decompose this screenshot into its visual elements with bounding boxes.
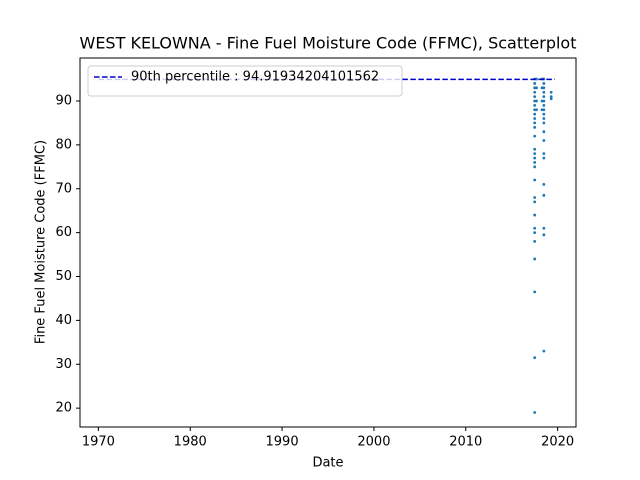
point xyxy=(542,139,546,142)
point xyxy=(542,130,546,134)
point xyxy=(542,182,546,186)
point xyxy=(542,117,546,120)
point xyxy=(533,165,537,169)
point xyxy=(533,290,537,294)
point xyxy=(549,90,553,94)
point xyxy=(549,97,553,101)
point xyxy=(533,147,537,151)
point xyxy=(542,108,546,112)
point xyxy=(542,121,546,125)
point xyxy=(542,193,546,197)
point xyxy=(533,95,537,99)
point xyxy=(535,108,538,112)
x-axis-label: Date xyxy=(312,456,343,471)
point xyxy=(542,226,546,230)
point xyxy=(533,112,537,116)
point xyxy=(533,125,537,129)
point xyxy=(535,99,538,103)
legend-box xyxy=(87,65,403,97)
x-tick-label: 1980 xyxy=(174,435,207,450)
point xyxy=(542,233,546,237)
point xyxy=(533,231,537,235)
point xyxy=(533,156,537,160)
point xyxy=(533,134,537,138)
point xyxy=(542,349,546,353)
y-tick-label: 20 xyxy=(55,401,72,416)
chart-title: WEST KELOWNA - Fine Fuel Moisture Code (… xyxy=(80,34,577,53)
x-tick-label: 2010 xyxy=(449,435,482,450)
point xyxy=(542,82,546,85)
point xyxy=(549,95,553,99)
point xyxy=(533,226,537,230)
point xyxy=(533,196,537,199)
point xyxy=(542,90,546,94)
point xyxy=(533,152,537,156)
point xyxy=(533,200,537,204)
point xyxy=(533,103,537,107)
y-tick-label: 60 xyxy=(55,225,72,240)
point xyxy=(542,112,546,116)
legend-label: 90th percentile : 94.91934204101562 xyxy=(131,70,379,85)
point xyxy=(542,86,546,90)
point xyxy=(533,411,537,414)
point xyxy=(533,356,537,360)
point xyxy=(533,90,537,94)
point xyxy=(533,240,537,243)
y-tick-label: 40 xyxy=(55,313,72,328)
y-tick-label: 50 xyxy=(55,269,72,284)
y-tick-label: 70 xyxy=(55,181,72,196)
point xyxy=(533,178,537,182)
x-tick-label: 1970 xyxy=(82,435,115,450)
point xyxy=(533,121,537,125)
point xyxy=(533,213,537,217)
point xyxy=(542,156,546,160)
point xyxy=(533,82,537,85)
y-tick-label: 30 xyxy=(55,357,72,372)
y-tick-label: 90 xyxy=(55,93,72,108)
point xyxy=(535,86,538,90)
point xyxy=(533,161,537,164)
x-tick-label: 1990 xyxy=(266,435,299,450)
point xyxy=(533,117,537,120)
y-tick-label: 80 xyxy=(55,137,72,152)
x-tick-label: 2020 xyxy=(541,435,574,450)
point xyxy=(542,152,546,156)
point xyxy=(542,103,546,107)
point xyxy=(542,99,546,103)
x-tick-label: 2000 xyxy=(357,435,390,450)
point xyxy=(542,95,546,99)
point xyxy=(533,257,537,261)
plot-frame xyxy=(79,57,577,428)
y-axis-label: Fine Fuel Moisture Code (FFMC) xyxy=(34,140,49,344)
